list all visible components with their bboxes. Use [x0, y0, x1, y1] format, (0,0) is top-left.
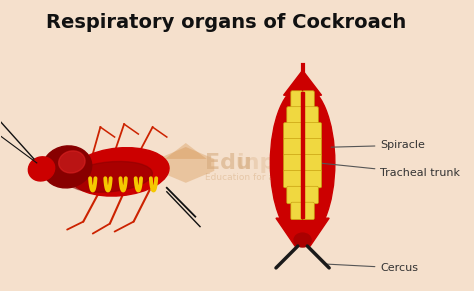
Ellipse shape [270, 86, 335, 240]
Ellipse shape [43, 146, 92, 188]
Text: Tracheal trunk: Tracheal trunk [307, 162, 460, 178]
FancyBboxPatch shape [302, 107, 319, 124]
FancyBboxPatch shape [283, 171, 302, 188]
FancyBboxPatch shape [283, 155, 302, 172]
FancyBboxPatch shape [302, 171, 321, 188]
Ellipse shape [294, 233, 311, 247]
FancyBboxPatch shape [283, 123, 302, 140]
FancyBboxPatch shape [302, 139, 321, 156]
FancyBboxPatch shape [287, 186, 302, 204]
Polygon shape [157, 147, 214, 183]
Polygon shape [165, 143, 207, 159]
Text: Respiratory organs of Cockroach: Respiratory organs of Cockroach [46, 13, 406, 32]
FancyBboxPatch shape [283, 139, 302, 156]
FancyBboxPatch shape [291, 202, 302, 220]
Text: input: input [236, 153, 302, 173]
Polygon shape [276, 218, 329, 246]
FancyBboxPatch shape [302, 155, 321, 172]
Ellipse shape [70, 148, 169, 196]
FancyBboxPatch shape [302, 186, 319, 204]
Text: Education for all: Education for all [205, 173, 279, 182]
Polygon shape [283, 70, 321, 95]
FancyBboxPatch shape [302, 202, 314, 220]
Ellipse shape [67, 162, 153, 192]
FancyBboxPatch shape [291, 91, 302, 108]
Bar [301, 92, 304, 218]
FancyBboxPatch shape [302, 91, 314, 108]
FancyBboxPatch shape [287, 107, 302, 124]
Text: Spiracle: Spiracle [331, 140, 425, 150]
Text: Cercus: Cercus [326, 263, 419, 273]
Text: Edu: Edu [205, 153, 252, 173]
Ellipse shape [59, 151, 85, 173]
FancyBboxPatch shape [302, 123, 321, 140]
Ellipse shape [28, 157, 55, 181]
